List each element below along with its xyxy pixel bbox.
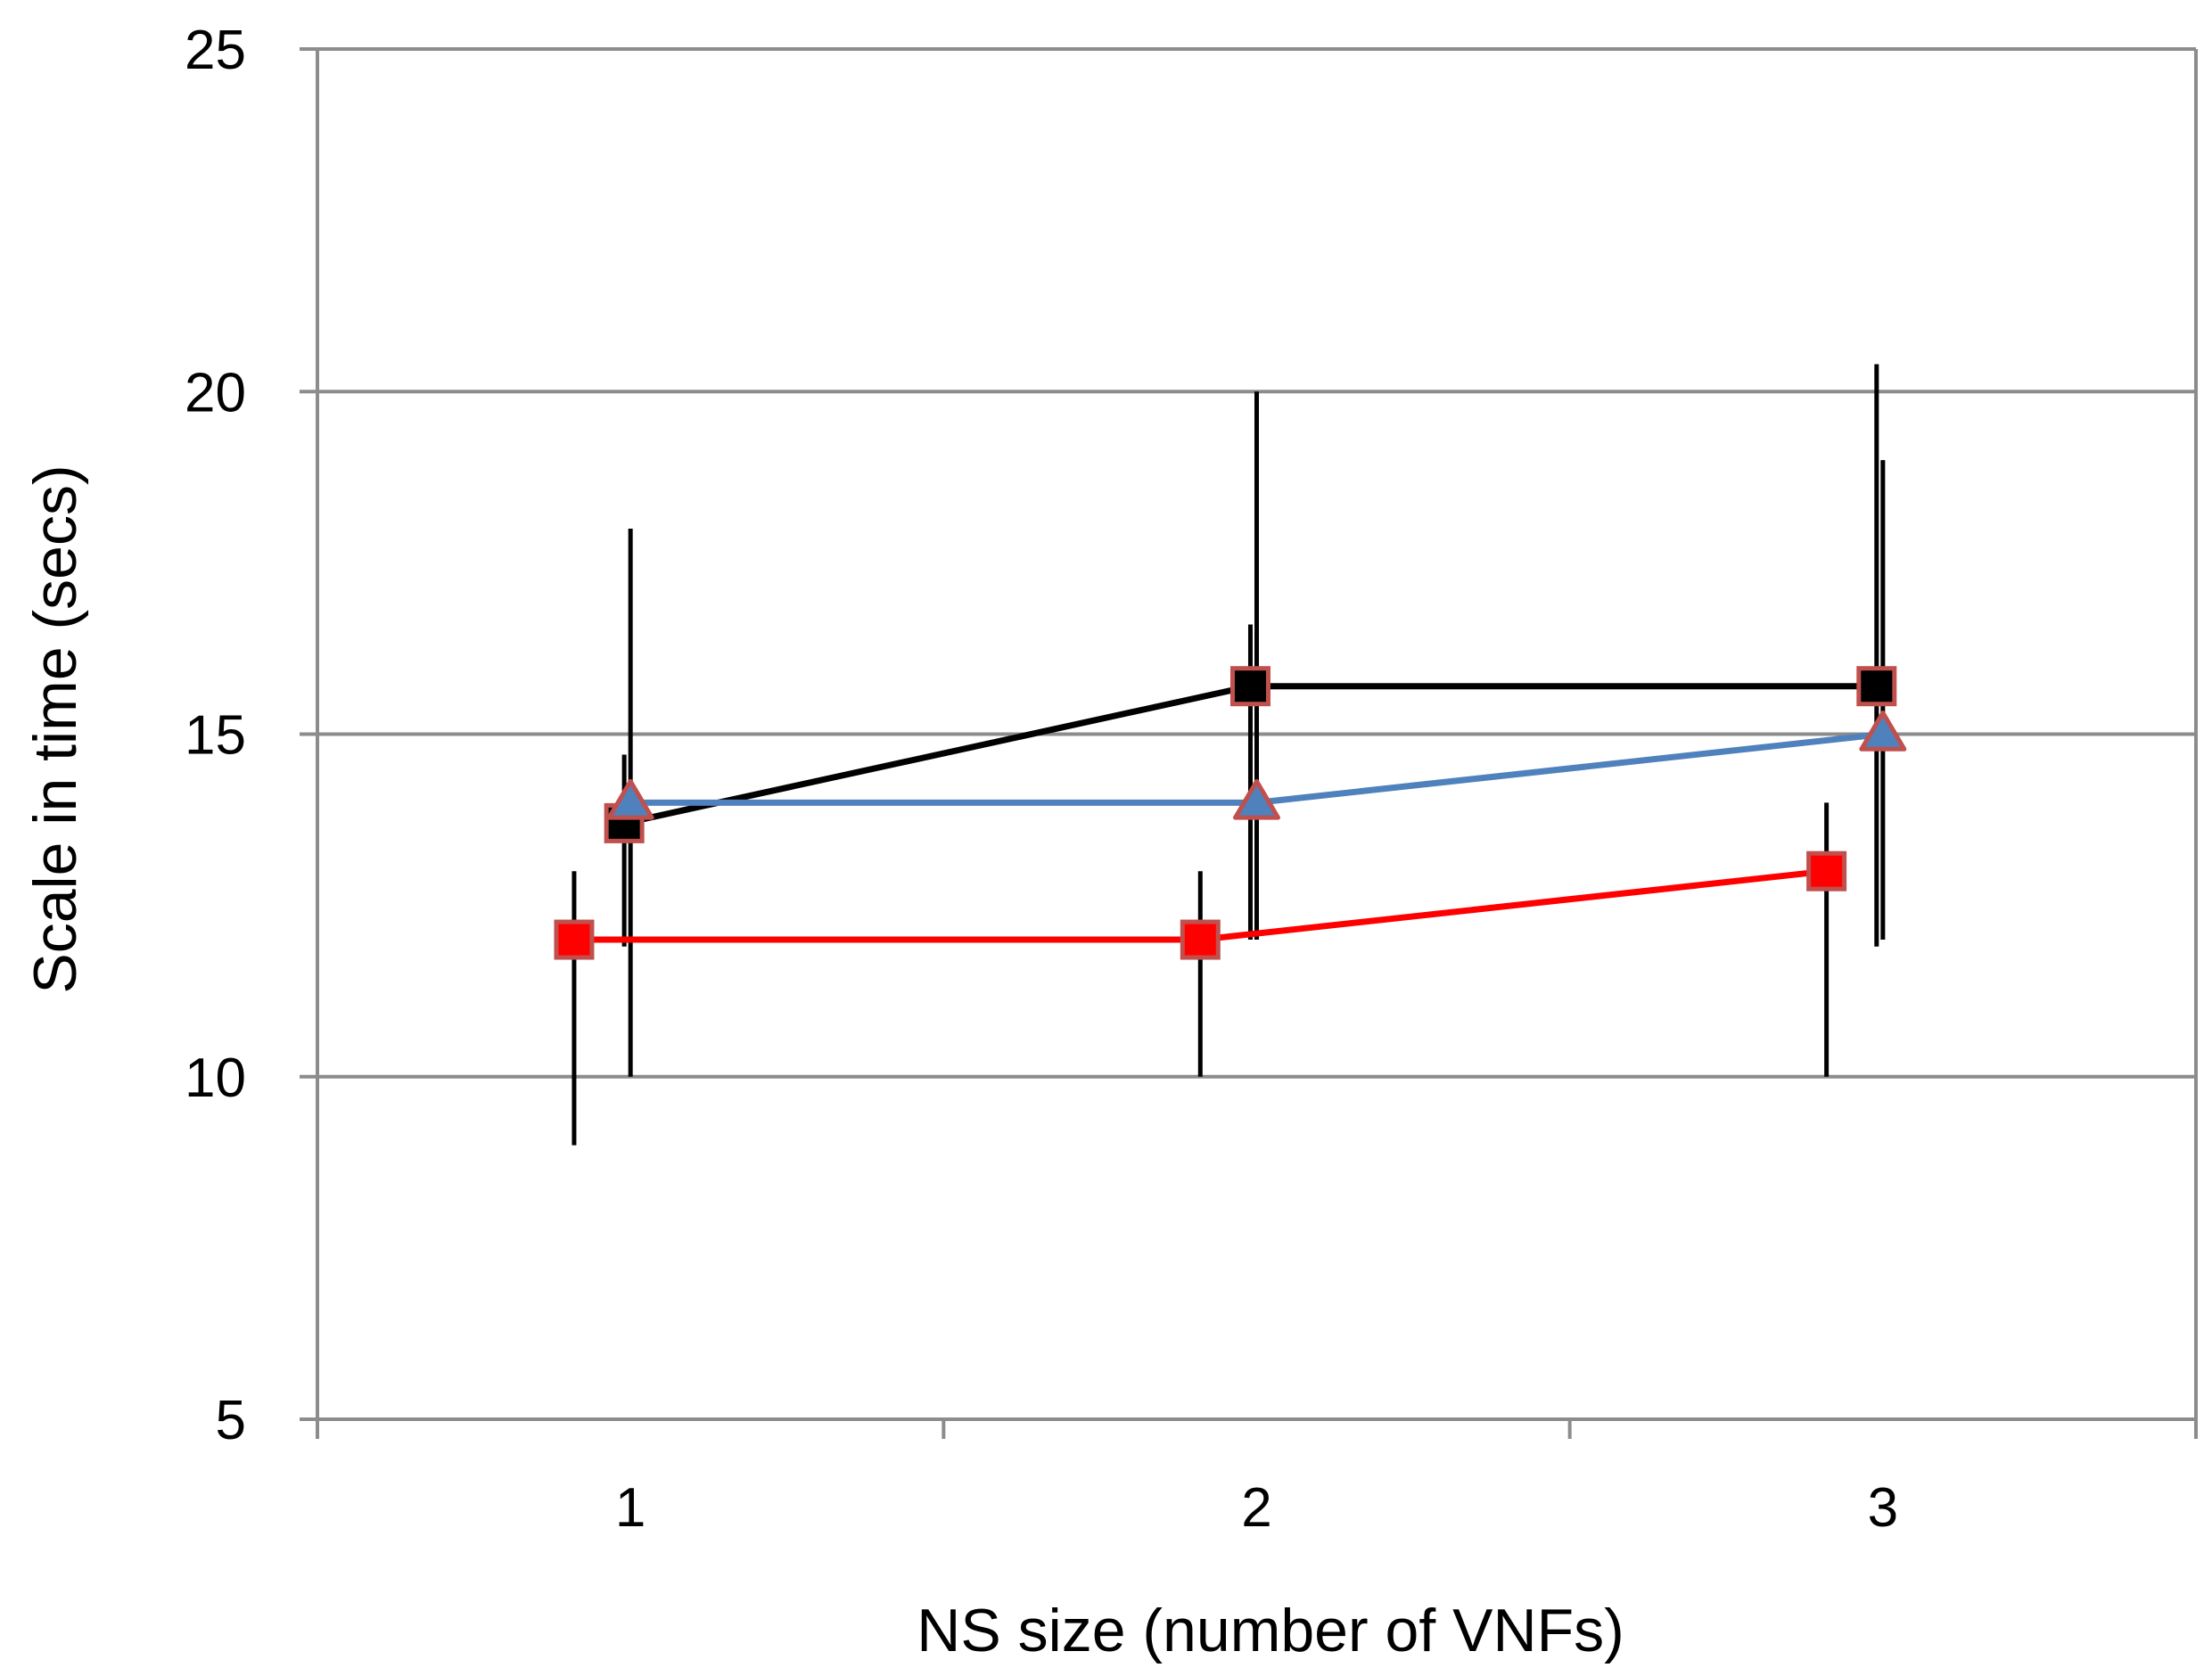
y-tick-label: 5 bbox=[216, 1390, 246, 1451]
y-tick-label: 25 bbox=[185, 20, 246, 81]
axes bbox=[316, 49, 2198, 1439]
data-point-series-3 bbox=[554, 919, 595, 960]
data-point-series-3 bbox=[1806, 850, 1847, 891]
data-point-series-1 bbox=[1856, 666, 1897, 707]
data-point-series-2 bbox=[1859, 711, 1907, 752]
y-tick-label: 20 bbox=[185, 362, 246, 423]
x-tick-label: 1 bbox=[615, 1477, 646, 1539]
x-tick-label: 2 bbox=[1241, 1477, 1271, 1539]
y-tick-label: 15 bbox=[185, 705, 246, 767]
x-tick-label: 3 bbox=[1868, 1477, 1898, 1539]
data-point-series-2 bbox=[1233, 778, 1280, 820]
y-tick-label: 10 bbox=[185, 1048, 246, 1109]
y-axis-title: Scale in time (secs) bbox=[21, 464, 89, 993]
data-point-series-3 bbox=[1180, 919, 1221, 960]
data-point-series-1 bbox=[1229, 666, 1270, 707]
gridlines bbox=[300, 47, 2196, 1421]
series-lines bbox=[573, 683, 1884, 943]
y-tick-labels: 5 10 15 20 25 bbox=[185, 20, 246, 1451]
x-tick-labels: 1 2 3 bbox=[615, 1477, 1898, 1539]
data-point-series-2 bbox=[606, 778, 654, 820]
series-markers bbox=[554, 666, 1907, 960]
x-axis-title: NS size (number of VNFs) bbox=[917, 1597, 1624, 1664]
